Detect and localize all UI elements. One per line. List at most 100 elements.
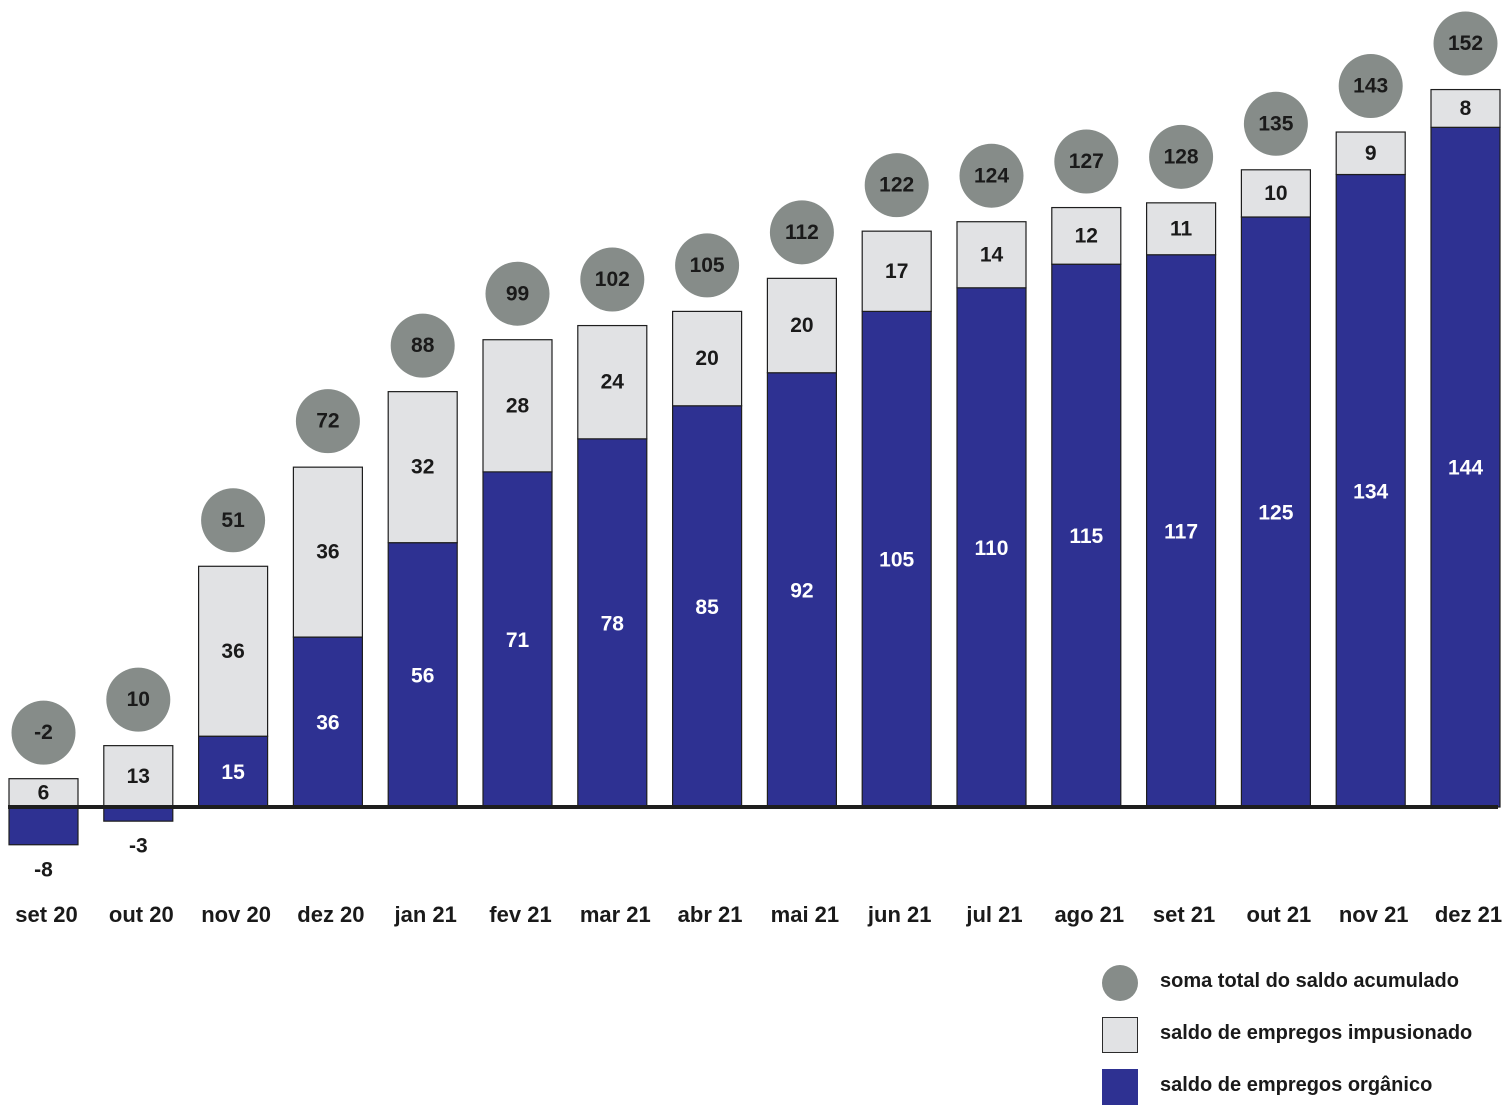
data-label-total: 102 bbox=[595, 268, 630, 291]
data-label-impulsionado: 6 bbox=[38, 781, 50, 804]
x-tick-label: ago 21 bbox=[1054, 902, 1124, 927]
data-label-total: 88 bbox=[411, 334, 435, 357]
data-label-organico: 78 bbox=[601, 612, 625, 635]
marker-total bbox=[1433, 11, 1498, 76]
data-label-impulsionado: 12 bbox=[1075, 224, 1098, 247]
bar-impulsionado bbox=[1145, 202, 1217, 256]
legend-label-impulsionado: saldo de empregos impusionado bbox=[1160, 1022, 1473, 1044]
data-label-total: 51 bbox=[221, 509, 245, 532]
legend: soma total do saldo acumulado saldo de e… bbox=[1100, 962, 1504, 1118]
bar-organico bbox=[671, 405, 743, 808]
bar-impulsionado bbox=[292, 466, 363, 638]
bar-impulsionado bbox=[482, 339, 553, 473]
legend-label-organico: saldo de empregos orgânico bbox=[1160, 1074, 1433, 1096]
marker-total bbox=[106, 667, 171, 732]
data-label-organico: 71 bbox=[506, 629, 530, 652]
bar-organico bbox=[198, 735, 269, 808]
x-tick-label: nov 20 bbox=[201, 902, 271, 927]
data-label-total: 122 bbox=[879, 174, 914, 197]
bar-organico bbox=[1051, 263, 1122, 808]
bar-organico bbox=[956, 287, 1027, 808]
data-label-organico: -3 bbox=[129, 835, 148, 858]
bar-impulsionado bbox=[387, 391, 458, 544]
bar-impulsionado bbox=[198, 565, 269, 737]
data-label-organico: 105 bbox=[879, 549, 914, 572]
legend-circle-icon bbox=[1102, 965, 1138, 1001]
legend-box-icon-impulsionado bbox=[1102, 1017, 1138, 1053]
x-tick-label: set 21 bbox=[1153, 902, 1215, 927]
data-label-organico: 117 bbox=[1164, 520, 1198, 543]
legend-item-impulsionado: saldo de empregos impusionado bbox=[1100, 1014, 1504, 1066]
data-label-total: 128 bbox=[1164, 145, 1199, 168]
marker-total bbox=[864, 153, 929, 218]
x-tick-label: out 21 bbox=[1247, 902, 1312, 927]
bar-impulsionado bbox=[671, 310, 743, 407]
data-label-total: 135 bbox=[1258, 112, 1293, 135]
x-tick-label: jun 21 bbox=[867, 902, 932, 927]
data-label-total: 124 bbox=[974, 164, 1009, 187]
data-label-impulsionado: 36 bbox=[221, 640, 244, 663]
bar-impulsionado bbox=[956, 221, 1027, 289]
bar-organico bbox=[1240, 216, 1312, 808]
x-tick-label: out 20 bbox=[109, 902, 174, 927]
marker-total bbox=[201, 488, 266, 553]
data-label-total: 10 bbox=[127, 688, 150, 711]
data-label-impulsionado: 17 bbox=[885, 260, 908, 283]
x-tick-label: abr 21 bbox=[678, 902, 743, 927]
data-label-organico: -8 bbox=[34, 858, 53, 881]
bar-impulsionado bbox=[1335, 131, 1406, 176]
marker-total bbox=[675, 233, 740, 298]
bar-organico bbox=[577, 438, 648, 808]
data-label-total: 143 bbox=[1353, 75, 1388, 98]
data-label-total: 112 bbox=[785, 221, 819, 244]
bar-organico bbox=[8, 806, 79, 846]
data-label-organico: 92 bbox=[790, 579, 813, 602]
data-label-total: 127 bbox=[1069, 150, 1104, 173]
x-tick-label: dez 20 bbox=[297, 902, 364, 927]
data-label-impulsionado: 9 bbox=[1365, 142, 1377, 165]
data-label-organico: 115 bbox=[1069, 525, 1103, 548]
legend-item-organico: saldo de empregos orgânico bbox=[1100, 1066, 1504, 1118]
x-tick-label: dez 21 bbox=[1435, 902, 1502, 927]
legend-label-total: soma total do saldo acumulado bbox=[1160, 970, 1459, 992]
bar-impulsionado bbox=[1051, 206, 1122, 265]
data-label-impulsionado: 14 bbox=[980, 243, 1004, 266]
data-label-total: 105 bbox=[690, 254, 725, 277]
x-tick-label: fev 21 bbox=[489, 902, 551, 927]
bar-organico bbox=[103, 806, 174, 822]
data-label-organico: 36 bbox=[316, 712, 339, 735]
data-label-impulsionado: 20 bbox=[790, 314, 813, 337]
data-label-total: 99 bbox=[506, 282, 529, 305]
data-label-impulsionado: 10 bbox=[1264, 182, 1287, 205]
x-tick-label: jan 21 bbox=[394, 902, 457, 927]
data-label-organico: 85 bbox=[695, 596, 719, 619]
bar-impulsionado bbox=[1430, 88, 1501, 128]
bar-impulsionado bbox=[1240, 169, 1312, 218]
x-tick-label: set 20 bbox=[15, 902, 77, 927]
marker-total bbox=[1054, 129, 1119, 194]
bar-organico bbox=[766, 372, 838, 808]
marker-total bbox=[769, 200, 834, 265]
bar-impulsionado bbox=[766, 277, 838, 374]
data-label-total: 152 bbox=[1448, 32, 1483, 55]
x-tick-label: jul 21 bbox=[965, 902, 1022, 927]
bar-organico bbox=[1430, 126, 1501, 808]
data-label-organico: 15 bbox=[221, 761, 245, 784]
marker-total bbox=[390, 313, 455, 378]
data-label-organico: 134 bbox=[1353, 480, 1388, 503]
x-tick-label: nov 21 bbox=[1339, 902, 1409, 927]
bar-organico bbox=[861, 310, 932, 808]
data-label-impulsionado: 13 bbox=[127, 765, 150, 788]
marker-total bbox=[580, 247, 645, 312]
marker-total bbox=[1149, 124, 1214, 189]
data-label-impulsionado: 11 bbox=[1170, 217, 1193, 240]
data-label-organico: 56 bbox=[411, 664, 434, 687]
marker-total bbox=[11, 700, 76, 765]
data-label-total: 72 bbox=[316, 410, 339, 433]
marker-total bbox=[1243, 91, 1308, 156]
marker-total bbox=[1338, 54, 1403, 119]
data-label-organico: 110 bbox=[975, 537, 1009, 560]
marker-total bbox=[485, 261, 550, 326]
data-label-organico: 125 bbox=[1258, 502, 1293, 525]
data-label-impulsionado: 20 bbox=[695, 347, 718, 370]
